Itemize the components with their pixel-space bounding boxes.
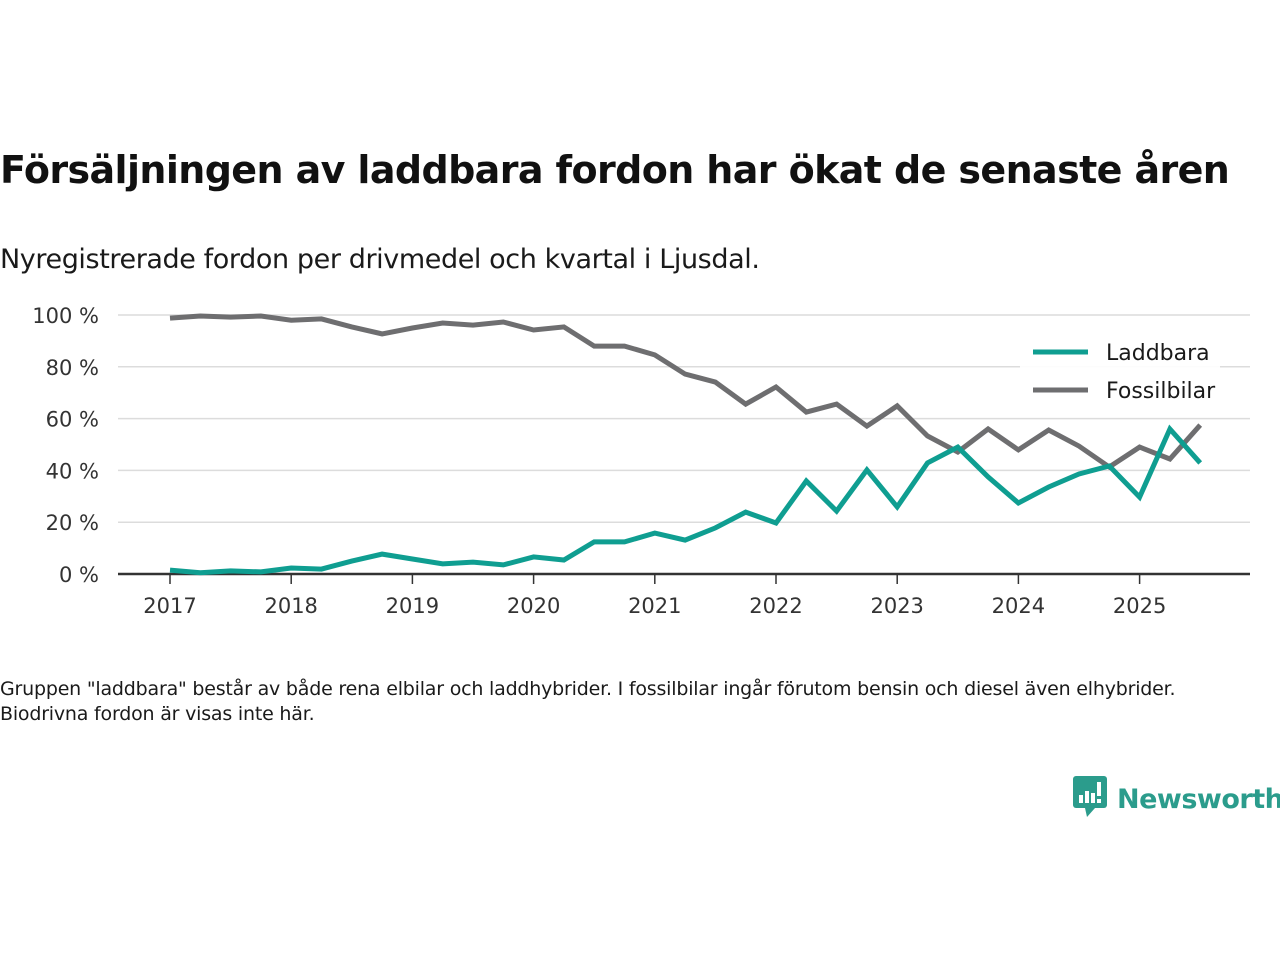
- y-tick-label: 100 %: [32, 304, 99, 328]
- x-tick-label: 2023: [870, 594, 923, 618]
- chart-title: Försäljningen av laddbara fordon har öka…: [0, 148, 1230, 192]
- y-tick-label: 40 %: [46, 459, 99, 483]
- legend: Laddbara Fossilbilar: [1020, 338, 1220, 412]
- x-tick-label: 2020: [507, 594, 560, 618]
- y-tick-label: 60 %: [46, 408, 99, 432]
- legend-label-laddbara: Laddbara: [1106, 341, 1210, 366]
- chart-subtitle: Nyregistrerade fordon per drivmedel och …: [0, 244, 760, 275]
- line-chart: 0 % 20 % 40 % 60 % 80 % 100 % 2017 2018 2019 202…: [32, 304, 1250, 618]
- brand-name: Newsworthy: [1117, 783, 1280, 815]
- x-tick-label: 2021: [628, 594, 681, 618]
- series-lines: [169, 313, 1203, 576]
- series-line-laddbara: [169, 424, 1203, 576]
- y-axis-ticks: 0 % 20 % 40 % 60 % 80 % 100 %: [32, 304, 99, 587]
- legend-label-fossilbilar: Fossilbilar: [1106, 379, 1216, 404]
- x-tick-label: 2018: [264, 594, 317, 618]
- newsworthy-logo-icon: [1073, 776, 1107, 822]
- x-tick-label: 2019: [386, 594, 439, 618]
- y-tick-label: 0 %: [59, 563, 99, 587]
- footnote: Gruppen "laddbara" består av både rena e…: [0, 678, 1176, 725]
- x-tick-label: 2025: [1113, 594, 1166, 618]
- x-axis: 2017 2018 2019 2020 2021 2022 2023 2024 2025: [118, 572, 1250, 618]
- x-tick-label: 2017: [143, 594, 196, 618]
- x-tick-label: 2024: [992, 594, 1045, 618]
- y-tick-label: 20 %: [46, 511, 99, 535]
- brand[interactable]: Newsworthy: [1073, 776, 1280, 822]
- y-tick-label: 80 %: [46, 356, 99, 380]
- x-tick-label: 2022: [749, 594, 802, 618]
